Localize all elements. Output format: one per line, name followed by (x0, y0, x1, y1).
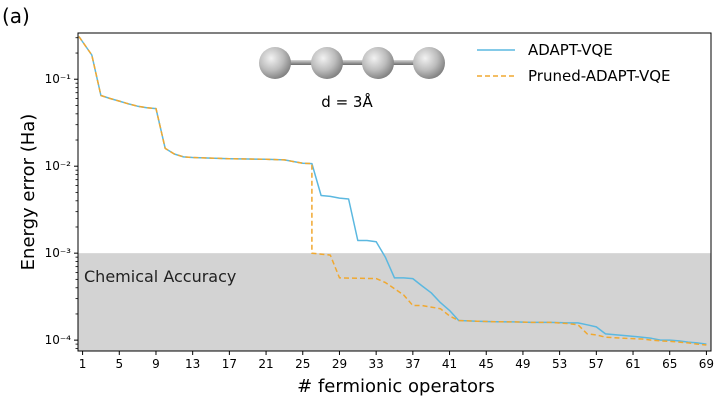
x-tick-label: 53 (552, 357, 567, 371)
x-tick-label: 61 (625, 357, 640, 371)
molecule-atom (362, 47, 394, 79)
series-line-pruned-adapt-vqe (78, 36, 707, 346)
x-tick-label: 69 (699, 357, 714, 371)
chemical-accuracy-band (78, 253, 711, 351)
x-tick-label: 29 (332, 357, 347, 371)
molecule-atom (259, 47, 291, 79)
y-axis-title: Energy error (Ha) (18, 114, 39, 271)
chemical-accuracy-label: Chemical Accuracy (84, 267, 236, 286)
legend-label: Pruned-ADAPT-VQE (528, 67, 671, 85)
x-tick-label: 33 (369, 357, 384, 371)
x-axis-title: # fermionic operators (297, 376, 495, 397)
x-tick-label: 45 (479, 357, 494, 371)
molecule-icon (259, 47, 445, 79)
x-tick-label: 57 (589, 357, 604, 371)
distance-annotation: d = 3Å (321, 92, 373, 111)
x-tick-label: 21 (258, 357, 273, 371)
y-tick-label: 10⁻⁴ (45, 333, 72, 347)
x-tick-label: 49 (515, 357, 530, 371)
x-tick-label: 41 (442, 357, 457, 371)
y-tick-label: 10⁻¹ (45, 72, 72, 86)
x-tick-label: 13 (185, 357, 200, 371)
x-tick-label: 65 (662, 357, 677, 371)
x-tick-label: 1 (79, 357, 87, 371)
legend: ADAPT-VQE Pruned-ADAPT-VQE (477, 41, 671, 85)
x-tick-label: 17 (222, 357, 237, 371)
legend-label: ADAPT-VQE (528, 41, 613, 59)
panel-label: (a) (2, 4, 30, 28)
x-tick-label: 25 (295, 357, 310, 371)
y-tick-label: 10⁻² (45, 159, 72, 173)
molecule-atom (311, 47, 343, 79)
x-tick-label: 9 (152, 357, 160, 371)
molecule-bond (275, 60, 430, 65)
x-tick-label: 5 (115, 357, 123, 371)
x-tick-label: 37 (405, 357, 420, 371)
molecule-atom (413, 47, 445, 79)
y-tick-label: 10⁻³ (45, 246, 72, 260)
